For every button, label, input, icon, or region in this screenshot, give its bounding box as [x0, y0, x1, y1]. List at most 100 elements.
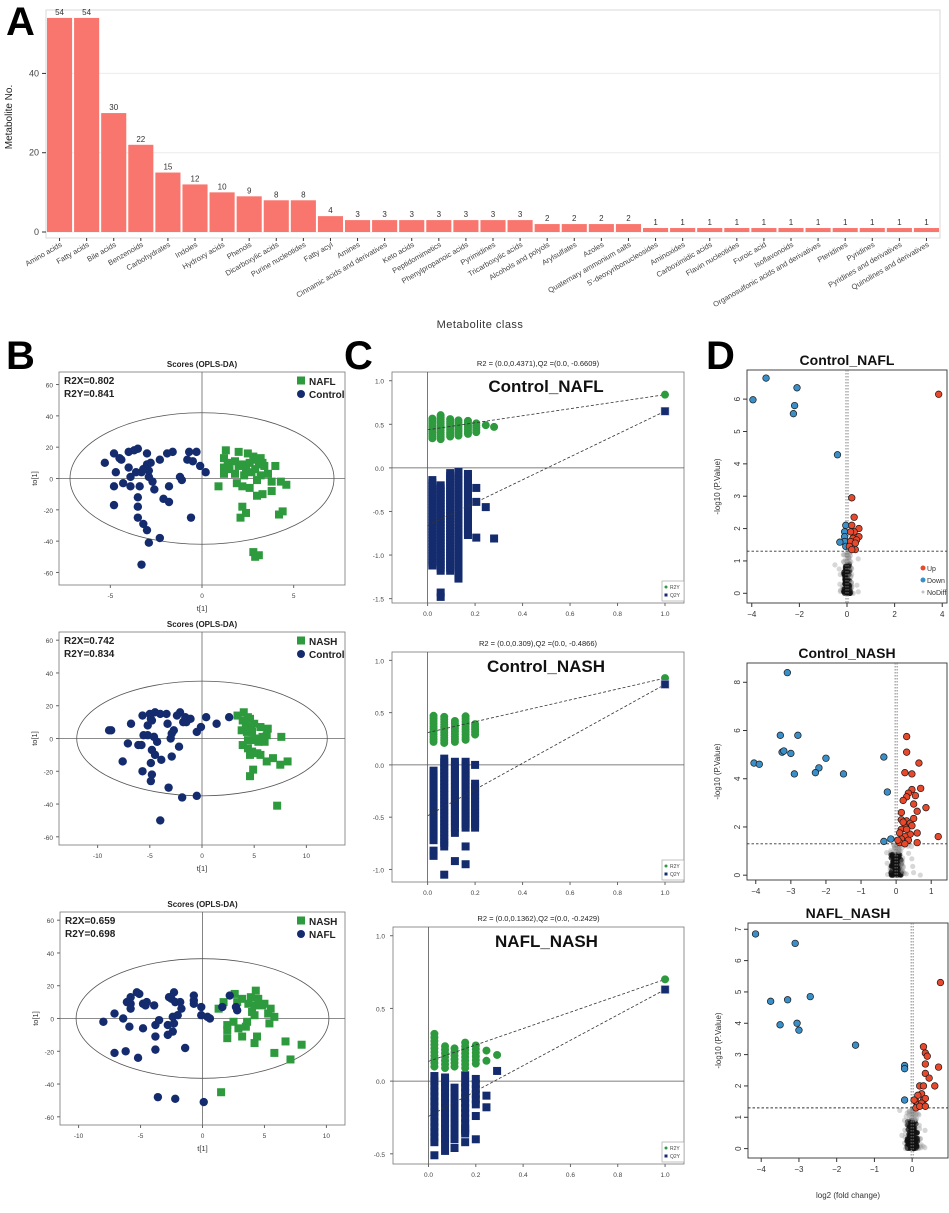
data-point-nash	[246, 993, 255, 1002]
x-tick-label: −3	[786, 887, 796, 896]
q2y-point	[493, 1066, 502, 1075]
y-axis-label: -log10 (P.Value)	[713, 458, 722, 515]
nodiff-point	[840, 559, 847, 565]
legend-marker	[297, 390, 305, 398]
data-point-nafl	[126, 1004, 135, 1013]
legend-marker-r2y	[664, 864, 668, 868]
x-tick-label: −4	[751, 887, 761, 896]
opls-da-scores-control-nash: Scores (OPLS-DA) -60 -40 -20 0 20 40 60 -10 -5 0 5 1…	[30, 620, 346, 873]
data-point-nafl	[220, 463, 228, 472]
nodiff-point	[913, 1143, 920, 1149]
nodiff-point	[906, 1145, 912, 1151]
chart-title: R2 = (0.0,0.1362),Q2 =(0.0, -0.2429)	[477, 914, 600, 923]
x-axis-label: t[1]	[197, 1144, 207, 1153]
legend-label: Control	[309, 390, 345, 401]
data-point-control	[168, 447, 177, 457]
x-tick-label: 0.8	[613, 611, 622, 618]
data-point-control	[188, 457, 198, 466]
x-tick-label: 5	[252, 853, 256, 860]
y-tick-label: 2	[733, 526, 742, 531]
y-axis-label: to[1]	[30, 471, 39, 486]
comparison-label: Control_NAFL	[488, 377, 603, 396]
x-tick-label: 0	[200, 853, 204, 860]
x-axis-label: Metabolite class	[437, 319, 524, 331]
q2y-point	[461, 1114, 470, 1123]
data-point-nafl	[171, 1094, 180, 1103]
q2y-point	[430, 1107, 439, 1116]
data-point-control	[117, 455, 126, 464]
legend-label: Q2Y	[670, 593, 681, 599]
nodiff-point	[909, 1110, 915, 1116]
nodiff-point	[917, 872, 923, 878]
nodiff-point	[845, 581, 851, 588]
q2y-point	[450, 1124, 459, 1133]
nodiff-point	[914, 1130, 920, 1136]
legend-marker	[297, 930, 305, 938]
r2y-point	[441, 1042, 450, 1051]
y-tick-label: 40	[29, 68, 39, 78]
q2y-point	[461, 1109, 470, 1118]
legend-label: R2Y	[670, 585, 680, 591]
down-regulated-point	[851, 1041, 860, 1049]
data-point-control	[135, 482, 144, 491]
y-tick-label: 0	[734, 1146, 743, 1151]
q2y-point	[436, 592, 445, 601]
bar-value-label: 1	[843, 218, 848, 227]
y-axis-label: to[1]	[30, 731, 39, 746]
data-point-control	[155, 533, 165, 543]
x-axis-label: t[1]	[197, 604, 207, 613]
x-tick-label: 0.4	[518, 611, 527, 618]
nodiff-point	[900, 869, 906, 875]
data-point-nafl	[223, 458, 232, 467]
data-point-control	[137, 740, 146, 750]
data-point-nafl	[221, 446, 230, 455]
y-tick-label: 6	[734, 958, 743, 963]
bar-value-label: 1	[924, 218, 929, 227]
data-point-nafl	[242, 508, 250, 517]
x-tick-label: 0.2	[471, 890, 480, 897]
down-regulated-point	[783, 996, 792, 1004]
legend-label: NoDiff	[927, 590, 946, 597]
nodiff-point	[906, 1112, 912, 1118]
r2y-original-point	[661, 674, 670, 683]
bar	[290, 200, 316, 232]
bar-value-label: 2	[599, 214, 604, 223]
down-regulated-point	[749, 396, 757, 404]
nodiff-point	[842, 565, 848, 571]
up-regulated-point	[913, 829, 921, 837]
data-point-nafl	[278, 507, 287, 516]
r2y-point	[430, 1029, 439, 1038]
nodiff-point	[889, 853, 895, 859]
data-point-control	[174, 742, 184, 751]
data-point-control	[133, 513, 143, 522]
data-point-nafl	[205, 1014, 215, 1023]
bar-value-label: 3	[382, 210, 387, 219]
x-axis-label: log2 (fold change)	[816, 1191, 880, 1200]
bar-value-label: 9	[247, 186, 252, 195]
data-point-nafl	[220, 469, 228, 478]
y-tick-label: 60	[46, 383, 54, 390]
data-point-nash	[233, 711, 242, 720]
data-point-nafl	[199, 1097, 208, 1107]
legend-marker-q2y	[664, 593, 668, 597]
up-regulated-point	[850, 513, 858, 521]
r2-regression-line	[427, 677, 666, 733]
bar-value-label: 2	[545, 214, 550, 223]
nodiff-point	[906, 1108, 912, 1115]
nodiff-point	[910, 1111, 916, 1117]
data-point-nafl	[169, 988, 179, 997]
legend-label: Down	[927, 578, 945, 585]
data-point-nafl	[173, 1011, 182, 1020]
q2y-point	[430, 1151, 439, 1160]
r2y-point	[450, 1044, 459, 1053]
x-tick-label: -5	[107, 593, 113, 600]
data-point-control	[163, 719, 172, 728]
q2y-point	[481, 503, 490, 512]
legend-label: Q2Y	[670, 872, 681, 878]
data-point-control	[164, 497, 174, 507]
legend-marker	[920, 565, 926, 571]
x-tick-label: -10	[74, 1133, 84, 1140]
data-point-control	[177, 793, 187, 802]
data-point-nash	[249, 765, 258, 774]
q2y-point	[429, 766, 438, 775]
